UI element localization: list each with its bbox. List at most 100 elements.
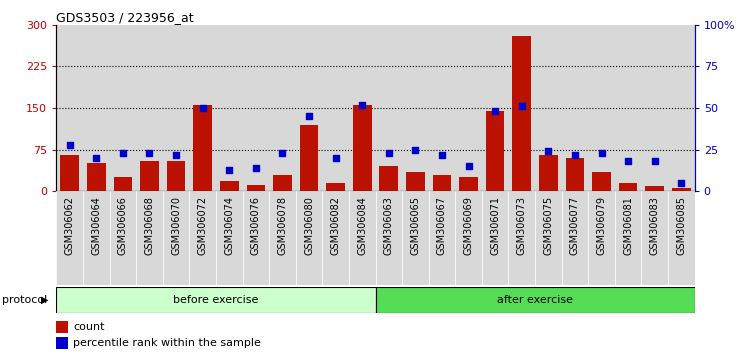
Bar: [296, 191, 322, 285]
Text: GSM306074: GSM306074: [225, 196, 234, 255]
Point: [516, 103, 528, 109]
Bar: [615, 25, 641, 191]
Bar: [482, 25, 508, 191]
Text: count: count: [74, 322, 104, 332]
Bar: [83, 191, 110, 285]
Point: [542, 148, 554, 154]
Text: GSM306082: GSM306082: [330, 196, 341, 255]
Text: GSM306069: GSM306069: [463, 196, 474, 255]
Text: GSM306070: GSM306070: [171, 196, 181, 255]
Bar: [566, 158, 584, 191]
Point: [64, 142, 76, 147]
Bar: [668, 191, 695, 285]
Bar: [535, 191, 562, 285]
Bar: [672, 188, 691, 191]
Bar: [433, 175, 451, 191]
Bar: [668, 25, 695, 191]
Text: GSM306071: GSM306071: [490, 196, 500, 255]
Bar: [246, 184, 265, 191]
Text: before exercise: before exercise: [173, 295, 258, 305]
Bar: [353, 105, 372, 191]
Bar: [376, 287, 695, 313]
Point: [330, 155, 342, 161]
Bar: [167, 161, 185, 191]
Point: [197, 105, 209, 111]
Point: [409, 147, 421, 152]
Bar: [406, 172, 425, 191]
Bar: [110, 25, 136, 191]
Bar: [455, 191, 482, 285]
Bar: [535, 25, 562, 191]
Bar: [641, 191, 668, 285]
Text: GSM306085: GSM306085: [677, 196, 686, 255]
Text: ▶: ▶: [41, 295, 48, 305]
Bar: [376, 25, 402, 191]
Bar: [189, 25, 216, 191]
Bar: [482, 191, 508, 285]
Text: GSM306067: GSM306067: [437, 196, 447, 255]
Bar: [110, 191, 136, 285]
Text: GDS3503 / 223956_at: GDS3503 / 223956_at: [56, 11, 194, 24]
Bar: [486, 111, 505, 191]
Bar: [56, 25, 83, 191]
Bar: [379, 166, 398, 191]
Bar: [645, 185, 664, 191]
Bar: [562, 191, 588, 285]
Text: percentile rank within the sample: percentile rank within the sample: [74, 338, 261, 348]
Text: GSM306081: GSM306081: [623, 196, 633, 255]
Bar: [508, 191, 535, 285]
Bar: [641, 25, 668, 191]
Bar: [136, 191, 163, 285]
Bar: [349, 25, 376, 191]
Bar: [189, 191, 216, 285]
Point: [250, 165, 262, 171]
Text: GSM306079: GSM306079: [596, 196, 607, 255]
Bar: [615, 191, 641, 285]
Text: after exercise: after exercise: [497, 295, 573, 305]
Bar: [83, 25, 110, 191]
Text: GSM306064: GSM306064: [91, 196, 101, 255]
Bar: [243, 25, 269, 191]
Text: GSM306076: GSM306076: [251, 196, 261, 255]
Point: [489, 108, 501, 114]
Bar: [163, 25, 189, 191]
Bar: [588, 191, 615, 285]
Bar: [296, 25, 322, 191]
Point: [436, 152, 448, 158]
Point: [143, 150, 155, 156]
Bar: [269, 25, 296, 191]
Text: GSM306068: GSM306068: [144, 196, 155, 255]
Bar: [322, 191, 349, 285]
Text: GSM306083: GSM306083: [650, 196, 660, 255]
Text: GSM306072: GSM306072: [198, 196, 207, 255]
Bar: [588, 25, 615, 191]
Bar: [193, 105, 212, 191]
Bar: [593, 172, 611, 191]
Text: GSM306073: GSM306073: [517, 196, 526, 255]
Bar: [508, 25, 535, 191]
Point: [356, 102, 368, 108]
Point: [596, 150, 608, 156]
Point: [622, 158, 634, 164]
Bar: [273, 175, 291, 191]
Bar: [56, 287, 376, 313]
Bar: [216, 25, 243, 191]
Point: [569, 152, 581, 158]
Point: [675, 180, 687, 185]
Bar: [455, 25, 482, 191]
Point: [649, 158, 661, 164]
Bar: [326, 183, 345, 191]
Point: [90, 155, 102, 161]
Bar: [376, 191, 402, 285]
Bar: [113, 177, 132, 191]
Text: protocol: protocol: [2, 295, 47, 305]
Bar: [269, 191, 296, 285]
Point: [223, 167, 235, 172]
Bar: [619, 183, 638, 191]
Text: GSM306063: GSM306063: [384, 196, 394, 255]
Text: GSM306077: GSM306077: [570, 196, 580, 255]
Text: GSM306066: GSM306066: [118, 196, 128, 255]
Text: GSM306065: GSM306065: [410, 196, 421, 255]
Bar: [56, 321, 68, 333]
Bar: [429, 191, 455, 285]
